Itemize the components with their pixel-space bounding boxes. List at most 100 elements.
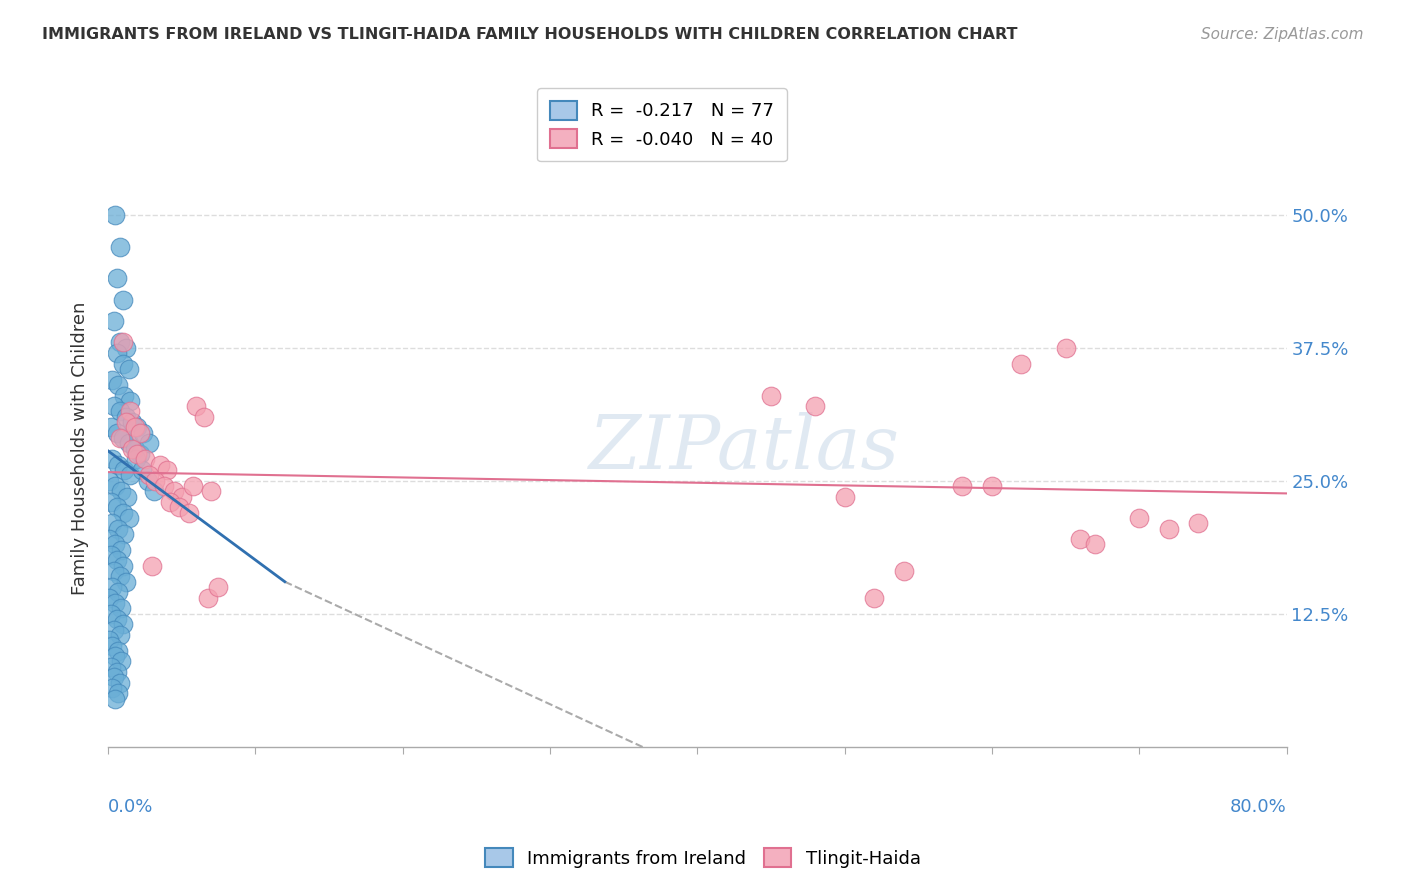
Point: [100, 548, 122, 562]
Point: [111, 293, 134, 307]
Point: [104, 208, 127, 222]
Point: [105, 500, 128, 515]
Point: [138, 468, 160, 483]
Point: [114, 415, 136, 429]
Point: [117, 362, 139, 376]
Point: [200, 484, 222, 499]
Point: [111, 335, 134, 350]
Point: [101, 580, 124, 594]
Point: [100, 420, 122, 434]
Point: [98, 474, 121, 488]
Point: [107, 458, 129, 472]
Point: [108, 628, 131, 642]
Point: [1010, 357, 1032, 371]
Point: [108, 335, 131, 350]
Text: Source: ZipAtlas.com: Source: ZipAtlas.com: [1201, 27, 1364, 42]
Point: [105, 553, 128, 567]
Point: [112, 526, 135, 541]
Point: [112, 388, 135, 402]
Point: [1054, 341, 1077, 355]
Point: [759, 388, 782, 402]
Point: [100, 660, 122, 674]
Point: [981, 479, 1004, 493]
Point: [110, 542, 132, 557]
Point: [105, 665, 128, 680]
Point: [111, 357, 134, 371]
Point: [124, 442, 146, 456]
Point: [121, 442, 143, 456]
Point: [141, 558, 163, 573]
Point: [1187, 516, 1209, 531]
Point: [107, 377, 129, 392]
Point: [98, 633, 121, 648]
Point: [103, 399, 125, 413]
Point: [170, 490, 193, 504]
Point: [104, 596, 127, 610]
Point: [107, 644, 129, 658]
Point: [804, 399, 827, 413]
Point: [193, 409, 215, 424]
Point: [159, 495, 181, 509]
Point: [111, 506, 134, 520]
Point: [120, 393, 142, 408]
Point: [134, 452, 156, 467]
Point: [101, 516, 124, 531]
Text: ZIPatlas: ZIPatlas: [589, 412, 900, 485]
Point: [834, 490, 856, 504]
Point: [108, 239, 131, 253]
Point: [103, 623, 125, 637]
Point: [114, 574, 136, 589]
Point: [108, 431, 131, 445]
Point: [100, 607, 122, 621]
Legend: Immigrants from Ireland, Tlingit-Haida: Immigrants from Ireland, Tlingit-Haida: [475, 838, 931, 879]
Point: [1128, 511, 1150, 525]
Point: [111, 558, 134, 573]
Point: [103, 564, 125, 578]
Point: [138, 436, 160, 450]
Point: [952, 479, 974, 493]
Legend: R =  -0.217   N = 77, R =  -0.040   N = 40: R = -0.217 N = 77, R = -0.040 N = 40: [537, 88, 787, 161]
Point: [107, 522, 129, 536]
Point: [101, 681, 124, 695]
Point: [104, 537, 127, 551]
Point: [115, 490, 138, 504]
Point: [163, 484, 186, 499]
Point: [148, 458, 170, 472]
Point: [103, 314, 125, 328]
Point: [110, 655, 132, 669]
Point: [156, 463, 179, 477]
Point: [136, 474, 159, 488]
Point: [104, 691, 127, 706]
Point: [103, 670, 125, 684]
Point: [100, 495, 122, 509]
Point: [107, 585, 129, 599]
Point: [197, 591, 219, 605]
Point: [105, 612, 128, 626]
Point: [112, 463, 135, 477]
Point: [177, 506, 200, 520]
Point: [104, 649, 127, 664]
Point: [120, 468, 142, 483]
Point: [153, 479, 176, 493]
Point: [101, 452, 124, 467]
Point: [167, 500, 190, 515]
Point: [125, 452, 148, 467]
Point: [108, 569, 131, 583]
Text: IMMIGRANTS FROM IRELAND VS TLINGIT-HAIDA FAMILY HOUSEHOLDS WITH CHILDREN CORRELA: IMMIGRANTS FROM IRELAND VS TLINGIT-HAIDA…: [42, 27, 1018, 42]
Point: [127, 447, 149, 461]
Point: [143, 474, 166, 488]
Point: [1069, 532, 1091, 546]
Point: [132, 425, 155, 440]
Point: [129, 425, 152, 440]
Point: [117, 436, 139, 450]
Point: [127, 420, 149, 434]
Text: 80.0%: 80.0%: [1230, 797, 1286, 815]
Point: [108, 404, 131, 418]
Point: [108, 675, 131, 690]
Point: [98, 591, 121, 605]
Point: [131, 463, 153, 477]
Point: [110, 601, 132, 615]
Point: [893, 564, 915, 578]
Point: [111, 617, 134, 632]
Point: [105, 271, 128, 285]
